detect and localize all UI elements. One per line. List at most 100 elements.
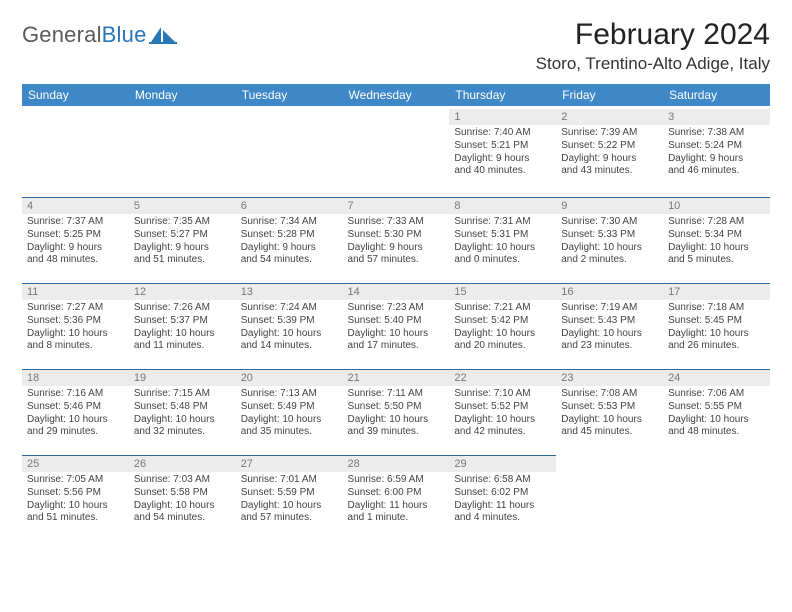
calendar-cell: 7Sunrise: 7:33 AMSunset: 5:30 PMDaylight… xyxy=(343,194,450,280)
calendar-head: SundayMondayTuesdayWednesdayThursdayFrid… xyxy=(22,84,770,106)
day-detail-line: Sunrise: 7:23 AM xyxy=(348,302,445,315)
day-detail-line: and 11 minutes. xyxy=(134,340,231,353)
calendar-week: 4Sunrise: 7:37 AMSunset: 5:25 PMDaylight… xyxy=(22,194,770,280)
day-detail-line: Daylight: 10 hours xyxy=(27,328,124,341)
brand-sail-icon xyxy=(149,25,177,45)
day-detail-line: and 57 minutes. xyxy=(348,254,445,267)
day-number: 25 xyxy=(22,455,129,472)
day-detail-line: Sunrise: 7:16 AM xyxy=(27,388,124,401)
day-number: 29 xyxy=(449,455,556,472)
day-detail-line: and 5 minutes. xyxy=(668,254,765,267)
day-number: 9 xyxy=(556,197,663,214)
day-detail-line: Daylight: 9 hours xyxy=(134,242,231,255)
day-detail-line: Sunset: 5:28 PM xyxy=(241,229,338,242)
day-detail-line: Sunset: 5:36 PM xyxy=(27,315,124,328)
calendar-cell: 3Sunrise: 7:38 AMSunset: 5:24 PMDaylight… xyxy=(663,106,770,194)
day-detail-line: and 32 minutes. xyxy=(134,426,231,439)
calendar-cell: 22Sunrise: 7:10 AMSunset: 5:52 PMDayligh… xyxy=(449,366,556,452)
day-detail-line: Sunset: 5:45 PM xyxy=(668,315,765,328)
day-detail-line: Sunset: 5:34 PM xyxy=(668,229,765,242)
day-number: 10 xyxy=(663,197,770,214)
calendar-cell: 2Sunrise: 7:39 AMSunset: 5:22 PMDaylight… xyxy=(556,106,663,194)
day-detail-line: Daylight: 9 hours xyxy=(454,153,551,166)
calendar-cell: 18Sunrise: 7:16 AMSunset: 5:46 PMDayligh… xyxy=(22,366,129,452)
day-number: 28 xyxy=(343,455,450,472)
day-number: 24 xyxy=(663,369,770,386)
day-detail-line: Sunset: 5:24 PM xyxy=(668,140,765,153)
day-detail-line: Daylight: 10 hours xyxy=(134,414,231,427)
day-number: 12 xyxy=(129,283,236,300)
day-detail-line: Daylight: 10 hours xyxy=(561,328,658,341)
day-detail-line: Daylight: 10 hours xyxy=(241,328,338,341)
calendar-cell xyxy=(663,452,770,538)
day-number: 13 xyxy=(236,283,343,300)
day-detail-line: and 43 minutes. xyxy=(561,165,658,178)
calendar-cell: 15Sunrise: 7:21 AMSunset: 5:42 PMDayligh… xyxy=(449,280,556,366)
day-number: 11 xyxy=(22,283,129,300)
day-detail-line: Daylight: 10 hours xyxy=(454,242,551,255)
calendar-cell: 8Sunrise: 7:31 AMSunset: 5:31 PMDaylight… xyxy=(449,194,556,280)
calendar-table: SundayMondayTuesdayWednesdayThursdayFrid… xyxy=(22,84,770,538)
day-detail-line: and 4 minutes. xyxy=(454,512,551,525)
calendar-body: 1Sunrise: 7:40 AMSunset: 5:21 PMDaylight… xyxy=(22,106,770,538)
day-header: Saturday xyxy=(663,84,770,106)
day-detail-line: Sunrise: 7:35 AM xyxy=(134,216,231,229)
day-detail-line: and 40 minutes. xyxy=(454,165,551,178)
calendar-cell: 4Sunrise: 7:37 AMSunset: 5:25 PMDaylight… xyxy=(22,194,129,280)
day-detail-line: and 42 minutes. xyxy=(454,426,551,439)
calendar-cell: 21Sunrise: 7:11 AMSunset: 5:50 PMDayligh… xyxy=(343,366,450,452)
day-detail-line: Daylight: 10 hours xyxy=(454,414,551,427)
day-detail-line: Sunrise: 7:39 AM xyxy=(561,127,658,140)
day-number: 20 xyxy=(236,369,343,386)
day-number: 21 xyxy=(343,369,450,386)
day-detail-line: and 57 minutes. xyxy=(241,512,338,525)
day-detail-line: and 48 minutes. xyxy=(668,426,765,439)
day-detail-line: Sunrise: 7:01 AM xyxy=(241,474,338,487)
day-detail-line: and 48 minutes. xyxy=(27,254,124,267)
day-detail-line: Sunset: 5:56 PM xyxy=(27,487,124,500)
day-detail-line: Sunset: 6:00 PM xyxy=(348,487,445,500)
day-detail-line: Sunrise: 7:05 AM xyxy=(27,474,124,487)
day-detail-line: Sunrise: 7:03 AM xyxy=(134,474,231,487)
day-number: 4 xyxy=(22,197,129,214)
day-detail-line: Sunrise: 7:31 AM xyxy=(454,216,551,229)
calendar-cell: 14Sunrise: 7:23 AMSunset: 5:40 PMDayligh… xyxy=(343,280,450,366)
day-number: 3 xyxy=(663,109,770,125)
day-detail-line: Sunrise: 7:13 AM xyxy=(241,388,338,401)
day-detail-line: and 0 minutes. xyxy=(454,254,551,267)
day-detail-line: Sunrise: 7:33 AM xyxy=(348,216,445,229)
day-detail-line: Sunrise: 7:19 AM xyxy=(561,302,658,315)
day-detail-line: Sunset: 5:37 PM xyxy=(134,315,231,328)
calendar-cell: 6Sunrise: 7:34 AMSunset: 5:28 PMDaylight… xyxy=(236,194,343,280)
day-number: 27 xyxy=(236,455,343,472)
calendar-cell: 29Sunrise: 6:58 AMSunset: 6:02 PMDayligh… xyxy=(449,452,556,538)
day-detail-line: Sunset: 5:33 PM xyxy=(561,229,658,242)
day-detail-line: Daylight: 10 hours xyxy=(241,414,338,427)
day-detail-line: Daylight: 9 hours xyxy=(348,242,445,255)
day-detail-line: Sunrise: 7:27 AM xyxy=(27,302,124,315)
day-detail-line: Daylight: 10 hours xyxy=(27,500,124,513)
day-detail-line: and 14 minutes. xyxy=(241,340,338,353)
day-detail-line: and 51 minutes. xyxy=(27,512,124,525)
day-number: 15 xyxy=(449,283,556,300)
day-detail-line: Sunrise: 6:58 AM xyxy=(454,474,551,487)
day-number: 19 xyxy=(129,369,236,386)
day-detail-line: Sunrise: 7:30 AM xyxy=(561,216,658,229)
day-number: 7 xyxy=(343,197,450,214)
calendar-cell: 25 Sunrise: 7:05 AMSunset: 5:56 PMDayligh… xyxy=(22,452,129,538)
day-detail-line: Daylight: 10 hours xyxy=(27,414,124,427)
day-detail-line: and 2 minutes. xyxy=(561,254,658,267)
day-detail-line: Daylight: 9 hours xyxy=(241,242,338,255)
day-detail-line: Sunrise: 7:06 AM xyxy=(668,388,765,401)
day-detail-line: Sunset: 5:43 PM xyxy=(561,315,658,328)
day-detail-line: Daylight: 10 hours xyxy=(134,500,231,513)
calendar-cell: 13Sunrise: 7:24 AMSunset: 5:39 PMDayligh… xyxy=(236,280,343,366)
calendar-week: 1Sunrise: 7:40 AMSunset: 5:21 PMDaylight… xyxy=(22,106,770,194)
day-detail-line: Sunset: 6:02 PM xyxy=(454,487,551,500)
brand-text-part1: General xyxy=(22,22,102,47)
calendar-cell: 28Sunrise: 6:59 AMSunset: 6:00 PMDayligh… xyxy=(343,452,450,538)
day-detail-line: Sunset: 5:25 PM xyxy=(27,229,124,242)
day-detail-line: Sunset: 5:39 PM xyxy=(241,315,338,328)
day-detail-line: and 54 minutes. xyxy=(241,254,338,267)
day-number: 18 xyxy=(22,369,129,386)
